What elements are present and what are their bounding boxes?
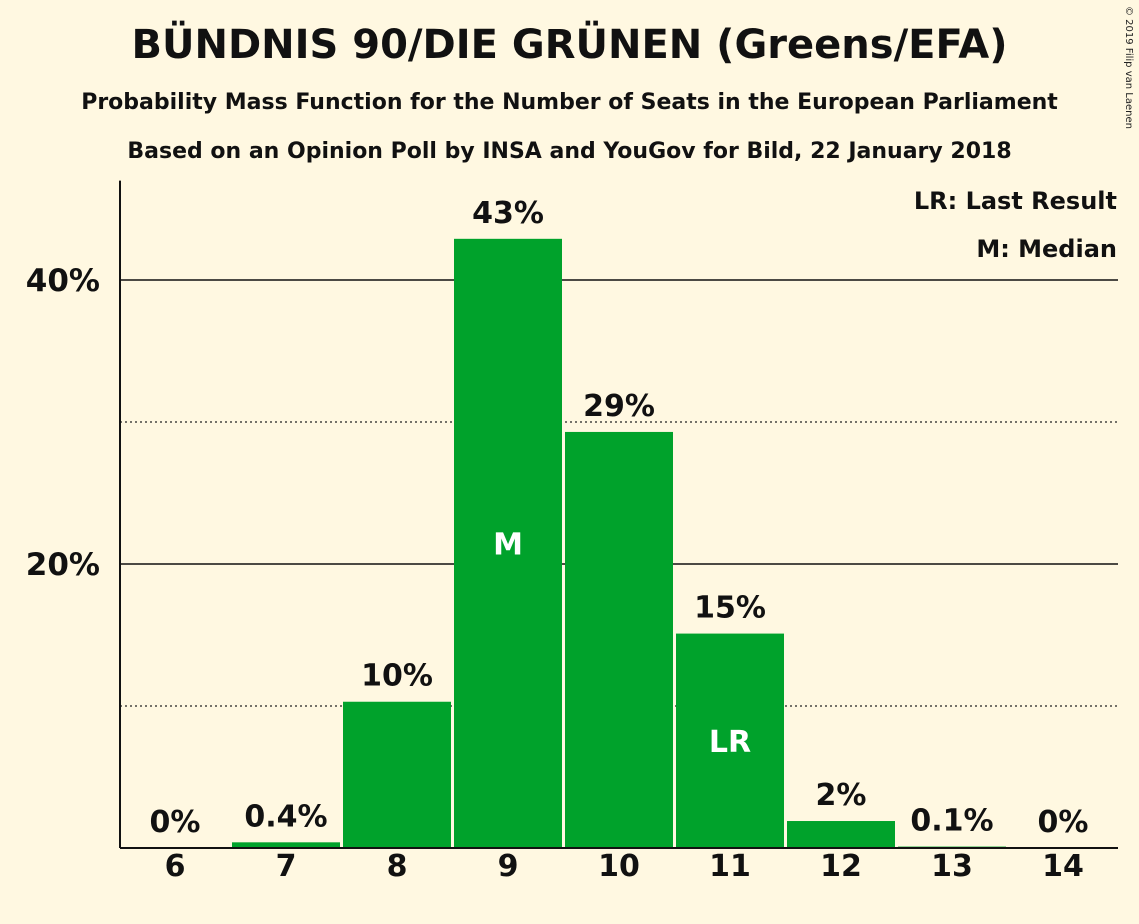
x-tick-label: 11	[709, 849, 751, 884]
x-tick-label: 14	[1042, 849, 1084, 884]
bar-7	[232, 842, 340, 848]
x-tick-label: 13	[931, 849, 973, 884]
bar-12	[787, 821, 895, 848]
value-label: 15%	[694, 591, 766, 626]
legend-entry: M: Median	[976, 235, 1117, 263]
bar-9	[454, 238, 562, 848]
bars	[232, 238, 1006, 848]
y-tick-label: 40%	[26, 263, 100, 299]
bar-marker-lr: LR	[709, 725, 751, 760]
value-label: 29%	[583, 389, 655, 424]
x-tick-label: 8	[387, 849, 408, 884]
value-label: 10%	[361, 659, 433, 694]
value-label: 2%	[816, 778, 867, 813]
bar-10	[565, 431, 673, 848]
axes: 20% 40%	[26, 180, 1118, 849]
x-tick-label: 10	[598, 849, 640, 884]
chart-source-note: Based on an Opinion Poll by INSA and You…	[127, 139, 1012, 164]
y-tick-label: 20%	[26, 547, 100, 583]
value-label: 0.1%	[910, 804, 993, 839]
legend-entry: LR: Last Result	[914, 187, 1117, 215]
value-labels: 0% 6 0.4% 7 10% 8 43% 9 29% 10 15% 11 2% 12 0.1% 13 0% 14…	[150, 196, 1089, 884]
x-tick-label: 9	[498, 849, 519, 884]
chart-subtitle: Probability Mass Function for the Number…	[81, 90, 1058, 115]
value-label: 0%	[1038, 805, 1089, 840]
value-label: 43%	[472, 196, 544, 231]
value-label: 0.4%	[244, 799, 327, 834]
bar-11	[676, 633, 784, 848]
x-tick-label: 7	[276, 849, 297, 884]
value-label: 0%	[150, 805, 201, 840]
legend: LR: Last Result M: Median	[914, 187, 1117, 263]
bar-marker-m: M	[493, 527, 523, 562]
x-tick-label: 12	[820, 849, 862, 884]
bar-8	[343, 701, 451, 848]
x-tick-label: 6	[165, 849, 186, 884]
chart-title: BÜNDNIS 90/DIE GRÜNEN (Greens/EFA)	[131, 22, 1008, 68]
